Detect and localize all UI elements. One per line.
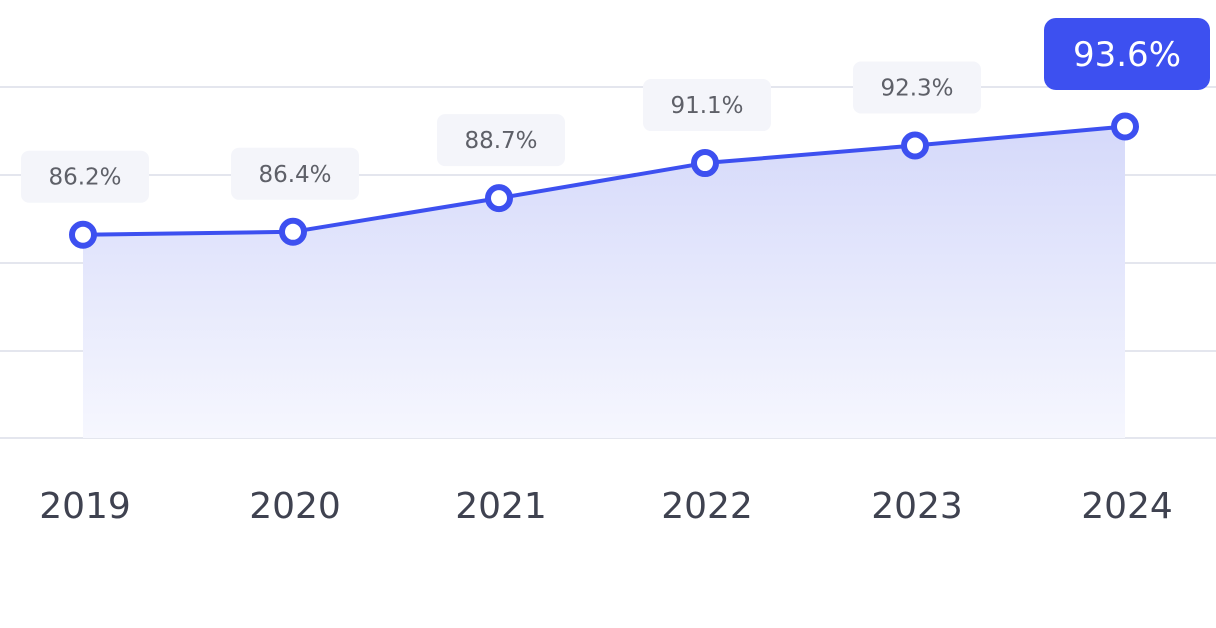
value-label-2021: 88.7% bbox=[437, 114, 565, 167]
value-label-text: 86.2% bbox=[48, 165, 121, 191]
x-tick-label-2019: 2019 bbox=[39, 486, 131, 527]
value-label-box bbox=[643, 79, 771, 132]
x-tick-label-2023: 2023 bbox=[871, 486, 963, 527]
x-axis-ticks: 2019 2020 2021 2022 2023 2024 bbox=[39, 486, 1173, 527]
data-point-2024[interactable] bbox=[1111, 112, 1139, 141]
x-tick-label-2024: 2024 bbox=[1081, 486, 1173, 527]
value-label-text: 88.7% bbox=[464, 128, 537, 154]
value-label-box bbox=[853, 61, 981, 114]
value-label-text: 86.4% bbox=[258, 162, 331, 188]
x-tick-label-2022: 2022 bbox=[661, 486, 753, 527]
value-label-2020: 86.4% bbox=[231, 147, 359, 200]
value-label-box bbox=[21, 150, 149, 203]
highlight-value-label: 93.6% bbox=[1044, 18, 1210, 90]
area-shape bbox=[83, 126, 1125, 439]
series-line bbox=[81, 124, 1127, 237]
data-point-2019[interactable] bbox=[69, 220, 97, 249]
area-fill bbox=[83, 126, 1125, 439]
value-label-box bbox=[437, 114, 565, 167]
x-tick-label-2020: 2020 bbox=[249, 486, 341, 527]
series-polyline bbox=[81, 124, 1127, 237]
x-tick-label-2021: 2021 bbox=[455, 486, 547, 527]
data-point-2020[interactable] bbox=[279, 217, 307, 246]
value-label-box bbox=[231, 147, 359, 200]
value-label-2022: 91.1% bbox=[643, 79, 771, 132]
value-label-2019: 86.2% bbox=[21, 150, 149, 203]
data-point-2023[interactable] bbox=[901, 131, 929, 160]
highlight-label-text: 93.6% bbox=[1073, 35, 1181, 75]
data-labels: 86.2% 86.4% 88.7% 91.1% 92.3% 93.6% bbox=[21, 18, 1210, 203]
data-point-2022[interactable] bbox=[691, 149, 719, 178]
value-label-2023: 92.3% bbox=[853, 61, 981, 114]
value-label-text: 92.3% bbox=[880, 76, 953, 102]
value-label-text: 91.1% bbox=[670, 93, 743, 119]
data-points bbox=[69, 112, 1139, 249]
data-point-2021[interactable] bbox=[485, 184, 513, 213]
highlight-label-box bbox=[1044, 18, 1210, 90]
